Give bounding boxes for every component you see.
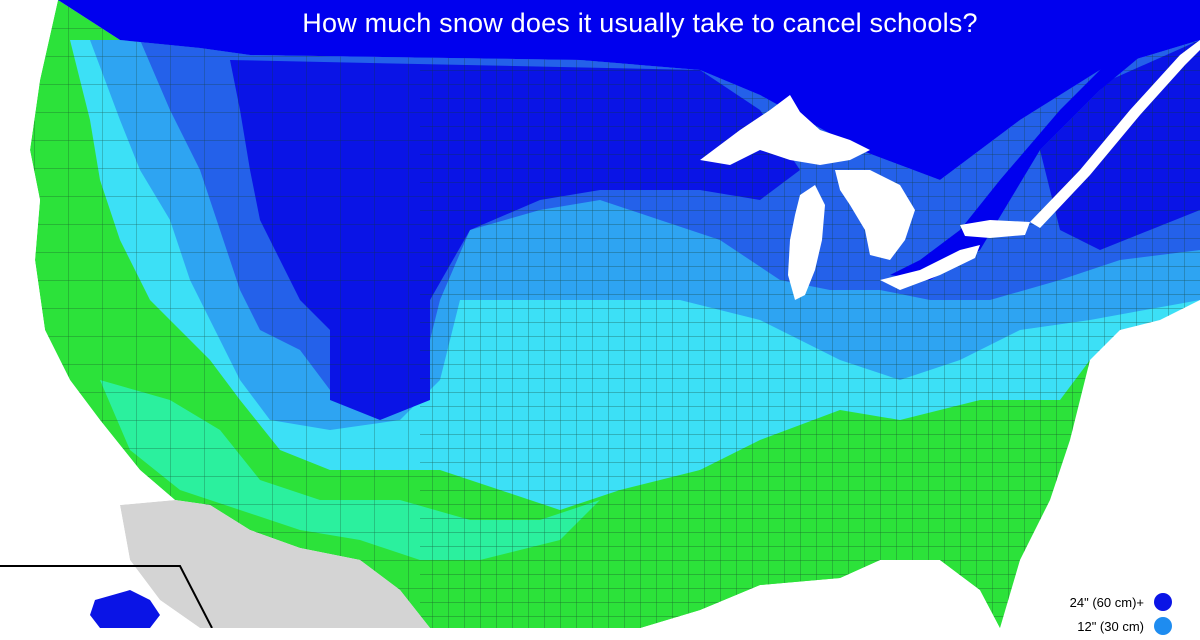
lake-erie <box>880 245 980 290</box>
pacific-ocean <box>0 0 200 628</box>
legend-row-24: 24" (60 cm)+ <box>1070 588 1172 616</box>
lake-ontario <box>960 220 1030 238</box>
map-title: How much snow does it usually take to ca… <box>302 8 978 38</box>
atlantic-ocean <box>1000 300 1200 628</box>
legend-label-24: 24" (60 cm)+ <box>1069 594 1144 610</box>
legend-dot-24-icon <box>1154 593 1172 611</box>
st-lawrence-river <box>1030 40 1200 228</box>
mexico-land <box>120 500 430 628</box>
lake-huron <box>835 170 915 260</box>
canada-east-region <box>890 0 1200 280</box>
lake-michigan <box>788 185 825 300</box>
alaska-inset-border <box>0 565 213 628</box>
canada-region <box>0 0 1200 180</box>
legend-label-12: 12" (30 cm) <box>1077 618 1144 634</box>
legend-dot-12-icon <box>1154 617 1172 635</box>
alaska-shape <box>90 590 160 628</box>
lake-superior <box>700 95 870 165</box>
legend-row-12: 12" (30 cm) <box>1070 612 1172 640</box>
legend: 24" (60 cm)+ 12" (30 cm) <box>1070 588 1172 640</box>
